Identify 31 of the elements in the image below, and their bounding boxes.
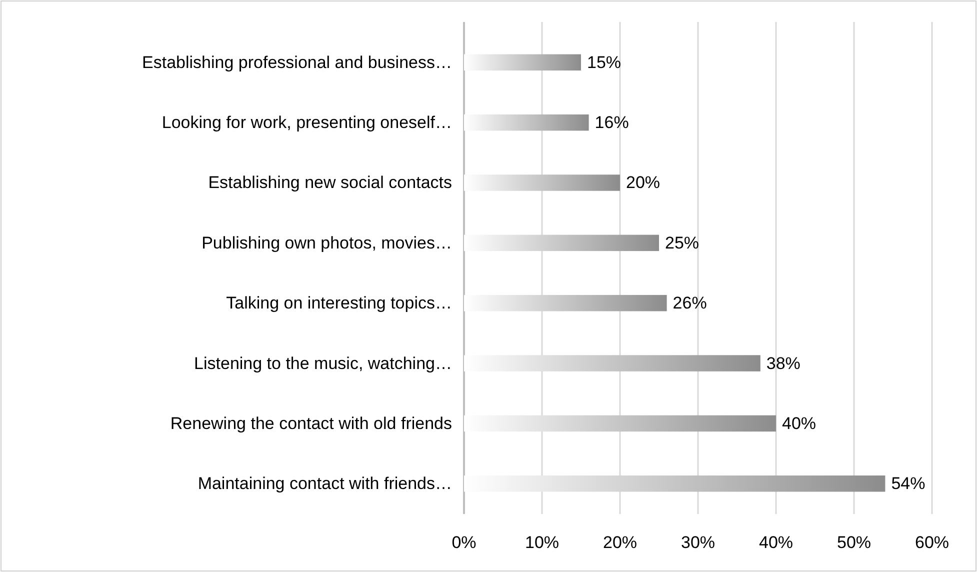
data-label: 20% [626, 173, 660, 192]
bar [464, 475, 886, 492]
data-label: 38% [766, 354, 800, 373]
x-tick-label: 10% [524, 533, 560, 552]
bar [464, 174, 620, 191]
y-tick-label: Looking for work, presenting oneself… [162, 113, 452, 132]
x-tick-label: 40% [758, 533, 794, 552]
bar [464, 234, 659, 252]
y-tick-label: Establishing new social contacts [208, 173, 452, 192]
y-tick-label: Talking on interesting topics… [226, 294, 452, 313]
bar [464, 355, 760, 372]
bar [464, 294, 667, 312]
y-tick-label: Renewing the contact with old friends [170, 414, 452, 433]
data-label: 15% [587, 52, 622, 72]
y-tick-label: Establishing professional and business… [142, 52, 452, 72]
x-tick-label: 30% [680, 533, 716, 552]
y-tick-label: Listening to the music, watching… [194, 354, 452, 373]
x-tick-label: 0% [452, 533, 476, 552]
x-tick-label: 50% [836, 533, 872, 552]
data-label: 26% [672, 294, 707, 313]
data-label: 40% [782, 414, 816, 433]
bar [464, 54, 581, 71]
y-tick-label: Publishing own photos, movies… [202, 233, 452, 252]
data-label: 54% [891, 474, 926, 494]
x-tick-label: 60% [914, 533, 950, 552]
bar [464, 415, 776, 432]
y-tick-label: Maintaining contact with friends… [198, 474, 452, 494]
data-label: 16% [594, 113, 629, 132]
bar [464, 114, 589, 131]
data-label: 25% [665, 233, 700, 252]
x-tick-label: 20% [602, 533, 638, 552]
